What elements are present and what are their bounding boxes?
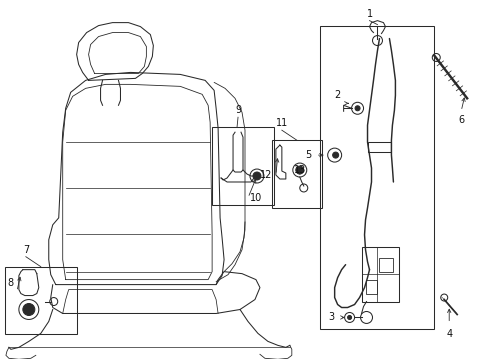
Text: 12: 12 <box>260 170 272 180</box>
Bar <box>368 142 392 152</box>
Text: 6: 6 <box>458 115 464 125</box>
Text: 5: 5 <box>305 150 312 160</box>
Bar <box>5 267 76 334</box>
Text: 1: 1 <box>367 9 372 19</box>
Bar <box>366 280 377 293</box>
Text: 2: 2 <box>335 90 341 100</box>
Text: 13: 13 <box>294 165 306 175</box>
Bar <box>212 127 274 205</box>
Circle shape <box>347 315 352 319</box>
Bar <box>272 140 322 208</box>
Text: 8: 8 <box>8 278 14 288</box>
Text: 11: 11 <box>276 118 288 128</box>
Circle shape <box>355 106 360 111</box>
Circle shape <box>253 172 261 180</box>
Circle shape <box>296 166 304 174</box>
Text: 9: 9 <box>235 105 241 115</box>
Bar <box>319 26 434 329</box>
Bar <box>379 258 393 272</box>
Text: 4: 4 <box>446 329 452 339</box>
Bar <box>362 247 399 302</box>
Text: 10: 10 <box>250 193 262 203</box>
Circle shape <box>23 303 35 315</box>
Text: 7: 7 <box>23 245 29 255</box>
Text: 3: 3 <box>328 312 335 323</box>
Circle shape <box>333 152 339 158</box>
